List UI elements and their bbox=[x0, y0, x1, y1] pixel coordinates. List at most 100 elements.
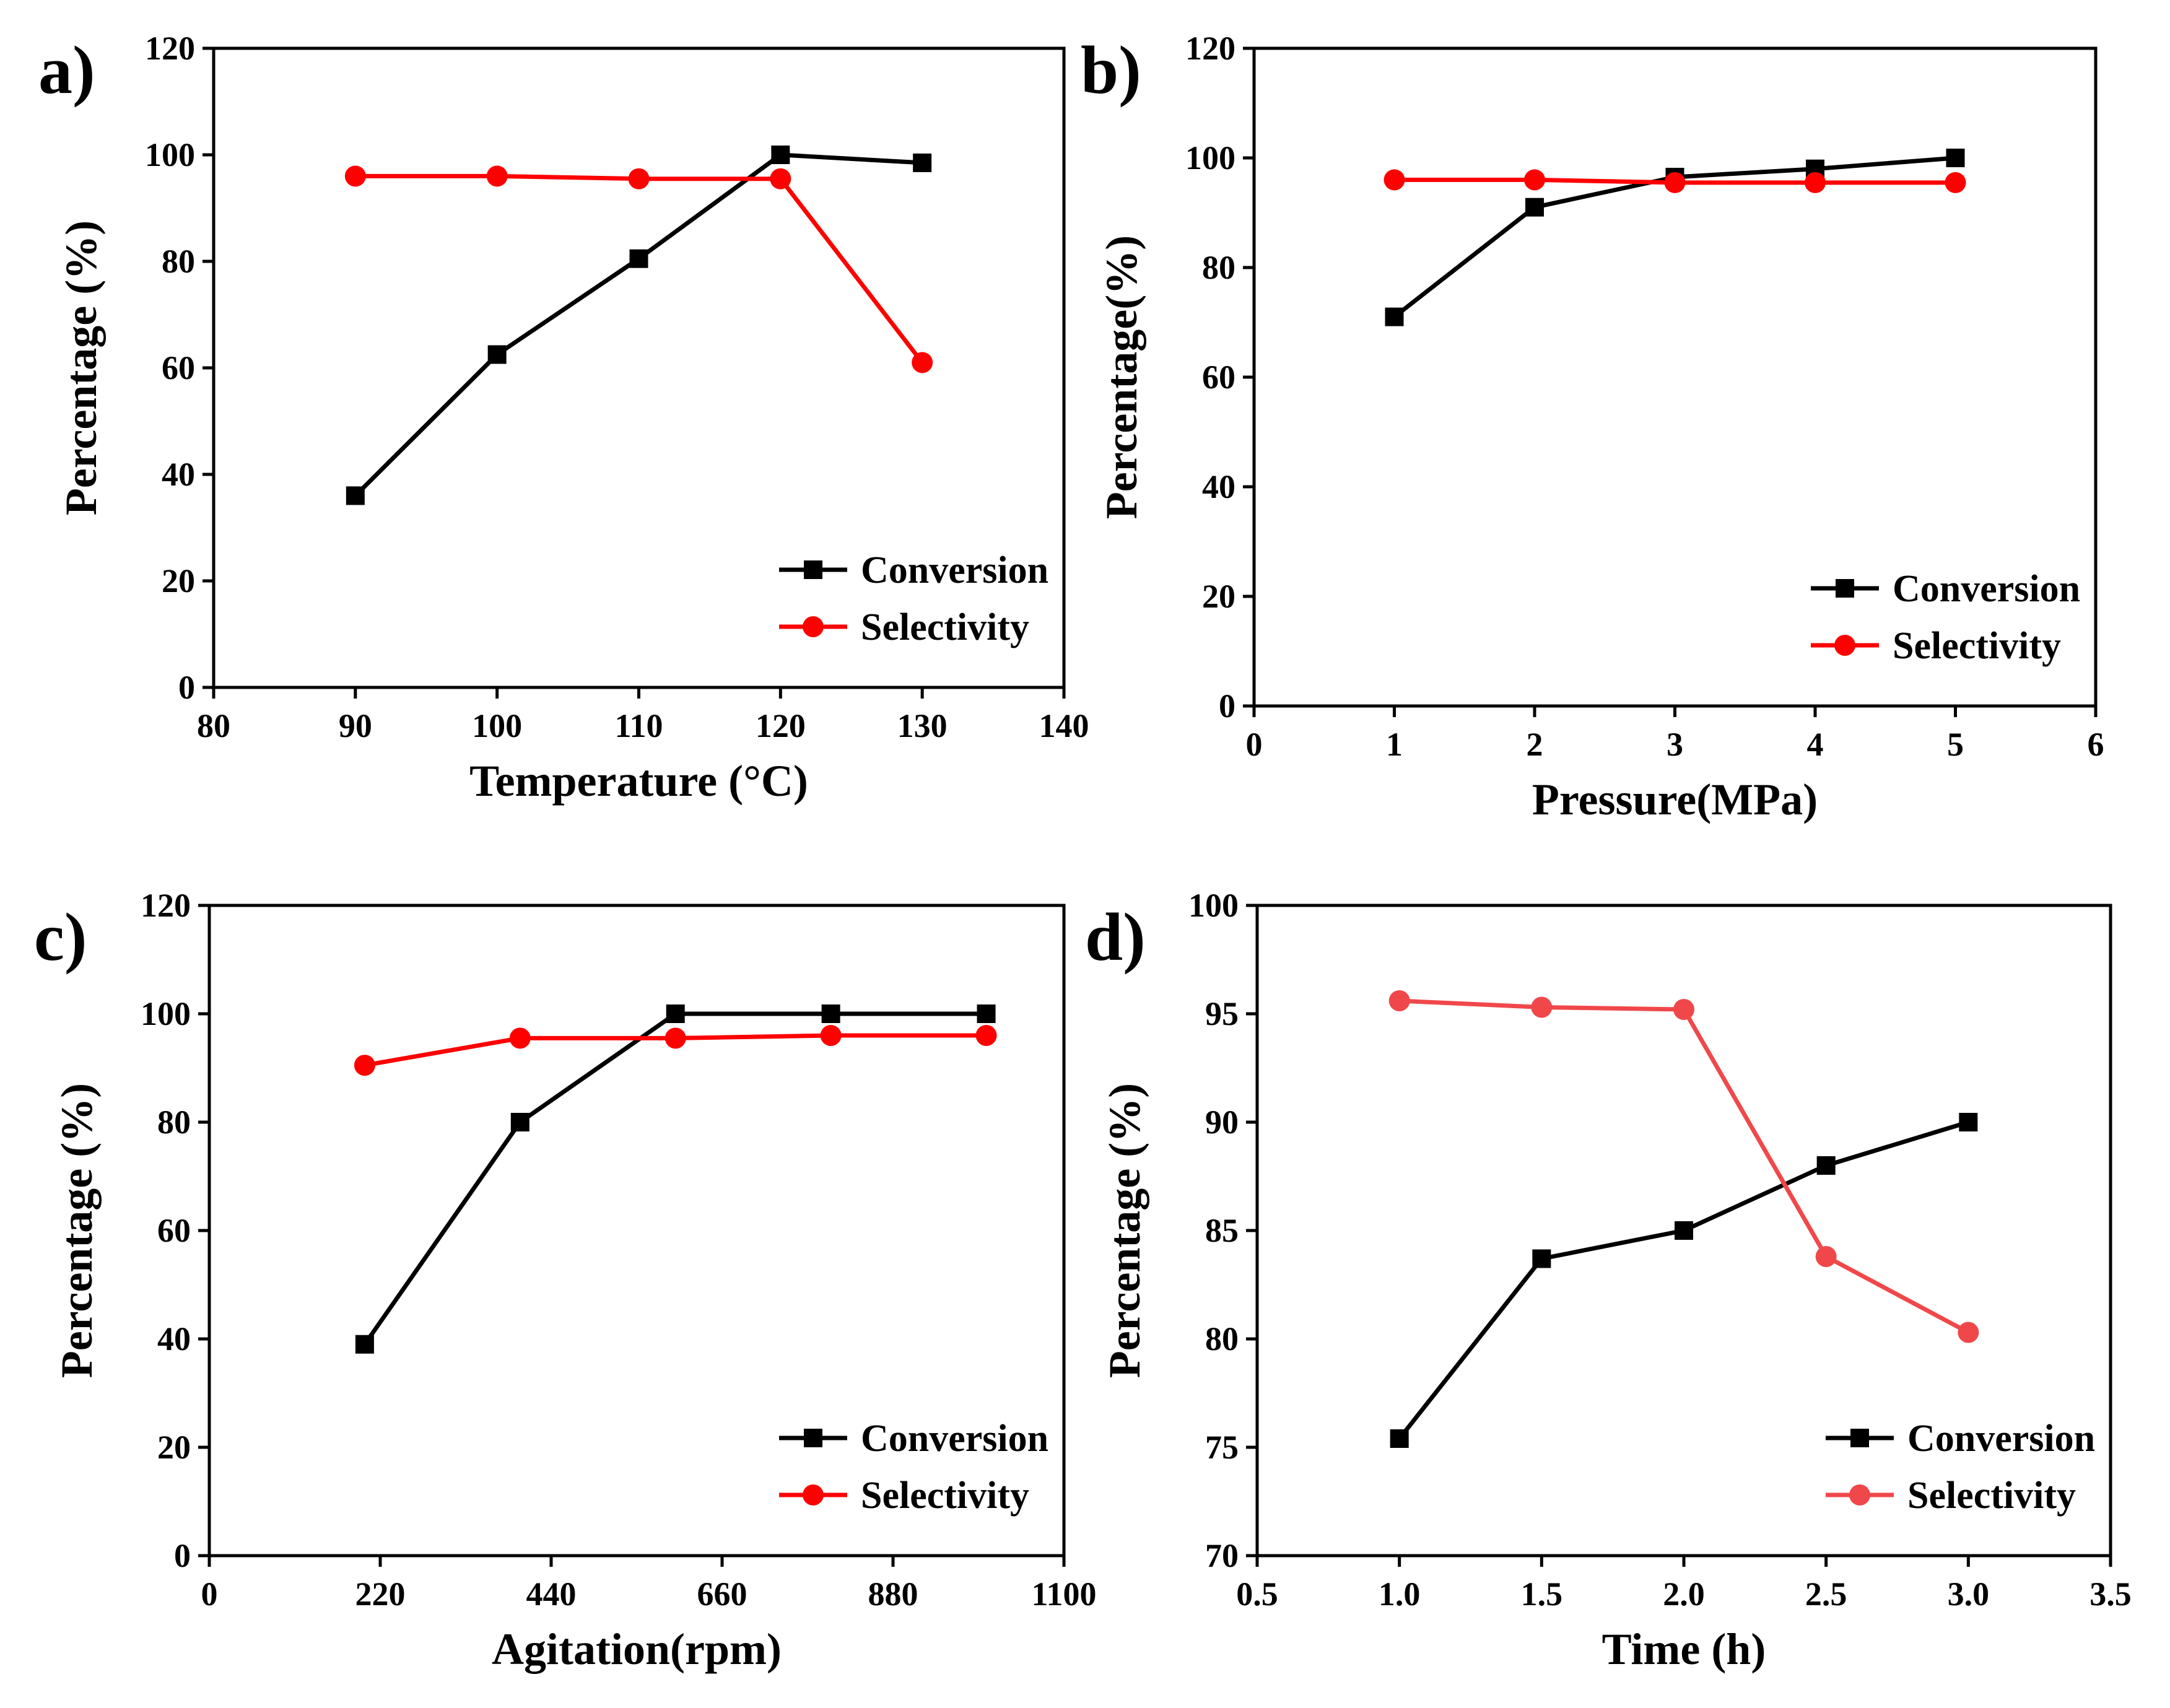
plot-frame bbox=[212, 46, 1066, 689]
legend-label: Selectivity bbox=[861, 1475, 1029, 1517]
x-axis-title: Pressure(MPa) bbox=[1532, 775, 1818, 824]
y-tick-label: 40 bbox=[157, 1320, 191, 1357]
x-tick-label: 880 bbox=[868, 1575, 918, 1613]
selectivity-point bbox=[665, 1027, 686, 1049]
y-tick-label: 0 bbox=[1219, 687, 1235, 725]
legend-marker bbox=[1836, 579, 1854, 598]
chart-panel-c: c) 0 220 440 660 880 1100 0 20 40 60 80 100 120 Agitat… bbox=[34, 887, 1097, 1674]
y-tick-label: 20 bbox=[162, 562, 195, 599]
selectivity-point bbox=[354, 1055, 375, 1076]
selectivity-point bbox=[344, 165, 366, 187]
conversion-point bbox=[355, 1335, 374, 1354]
y-tick-label: 100 bbox=[1188, 887, 1239, 924]
x-tick-label: 1100 bbox=[1031, 1575, 1096, 1613]
series-selectivity: Selectivity bbox=[354, 1025, 1029, 1517]
selectivity-point bbox=[1383, 169, 1405, 191]
y-tick-label: 120 bbox=[141, 887, 191, 924]
conversion-line bbox=[354, 152, 923, 497]
y-axis-title: Percentage (%) bbox=[52, 1083, 102, 1378]
conversion-point bbox=[913, 153, 932, 172]
selectivity-point bbox=[1945, 172, 1966, 193]
series-selectivity: Selectivity bbox=[1388, 990, 2076, 1517]
selectivity-point bbox=[1805, 172, 1826, 193]
y-tick-label: 120 bbox=[1185, 30, 1235, 67]
y-axis-title: Percentage (%) bbox=[1100, 1083, 1149, 1378]
conversion-point bbox=[1532, 1249, 1551, 1268]
x-tick-label: 5 bbox=[1947, 726, 1964, 763]
y-tick-label: 100 bbox=[141, 995, 191, 1032]
legend-marker bbox=[803, 1484, 824, 1505]
conversion-point bbox=[977, 1004, 996, 1023]
y-tick-label: 40 bbox=[1202, 468, 1235, 505]
legend-label: Conversion bbox=[861, 1418, 1048, 1460]
x-tick-label: 120 bbox=[756, 707, 806, 744]
panel-label: b) bbox=[1081, 32, 1141, 108]
chart-panel-a: a) 80 90 100 110 120 130 140 0 20 40 60 80 100 120 Temp… bbox=[38, 30, 1089, 806]
y-tick-label: 20 bbox=[157, 1429, 191, 1466]
conversion-point bbox=[821, 1004, 840, 1023]
y-tick-label: 75 bbox=[1205, 1429, 1239, 1466]
y-tick-label: 40 bbox=[162, 456, 195, 493]
x-tick-label: 0.5 bbox=[1236, 1575, 1278, 1613]
series-conversion: Conversion bbox=[355, 1004, 1048, 1460]
x-tick-label: 1.0 bbox=[1379, 1575, 1421, 1613]
x-tick-label: 0 bbox=[201, 1575, 218, 1613]
legend-marker bbox=[1834, 635, 1855, 656]
y-tick-label: 80 bbox=[157, 1104, 191, 1141]
y-axis-title: Percentage (%) bbox=[56, 220, 106, 515]
selectivity-point bbox=[1388, 990, 1410, 1011]
selectivity-line bbox=[1399, 998, 1969, 1335]
selectivity-point bbox=[1815, 1246, 1837, 1267]
x-tick-label: 660 bbox=[697, 1575, 747, 1613]
x-tick-label: 1 bbox=[1386, 726, 1403, 763]
conversion-point bbox=[1390, 1429, 1409, 1448]
y-tick-label: 85 bbox=[1205, 1212, 1239, 1249]
selectivity-point bbox=[770, 168, 791, 190]
selectivity-point bbox=[486, 165, 508, 187]
x-tick-label: 1.5 bbox=[1521, 1575, 1563, 1613]
legend-label: Selectivity bbox=[1893, 625, 2061, 667]
conversion-line bbox=[1397, 1120, 1969, 1440]
y-tick-label: 95 bbox=[1205, 995, 1239, 1032]
x-tick-label: 3.5 bbox=[2089, 1575, 2132, 1613]
x-tick-label: 110 bbox=[614, 707, 663, 744]
series-conversion: Conversion bbox=[346, 146, 1048, 591]
y-tick-label: 0 bbox=[174, 1537, 191, 1574]
conversion-point bbox=[1816, 1156, 1836, 1175]
selectivity-line bbox=[355, 173, 924, 364]
y-tick-label: 80 bbox=[162, 243, 195, 280]
series-selectivity: Selectivity bbox=[1383, 169, 2061, 667]
x-tick-label: 6 bbox=[2088, 726, 2104, 763]
selectivity-point bbox=[1664, 172, 1686, 193]
selectivity-point bbox=[628, 168, 650, 190]
conversion-point bbox=[771, 146, 790, 164]
conversion-point bbox=[1385, 307, 1404, 326]
x-tick-label: 440 bbox=[526, 1575, 577, 1613]
conversion-point bbox=[1946, 149, 1965, 167]
selectivity-point bbox=[1524, 169, 1545, 191]
selectivity-point bbox=[975, 1025, 997, 1046]
y-tick-label: 80 bbox=[1205, 1320, 1239, 1357]
y-tick-label: 100 bbox=[1185, 139, 1235, 176]
chart-panel-d: d) 0.5 1.0 1.5 2.0 2.5 3.0 3.5 70 75 80 85 90 95 100 Ti… bbox=[1085, 887, 2132, 1674]
series-conversion: Conversion bbox=[1385, 149, 2080, 610]
x-tick-label: 130 bbox=[897, 707, 948, 744]
x-axis-title: Time (h) bbox=[1602, 1624, 1766, 1674]
panel-label: c) bbox=[34, 899, 87, 975]
x-tick-label: 100 bbox=[472, 707, 522, 744]
legend-label: Selectivity bbox=[861, 606, 1029, 648]
selectivity-point bbox=[1958, 1322, 1979, 1343]
selectivity-point bbox=[1531, 996, 1553, 1018]
y-tick-label: 70 bbox=[1205, 1537, 1239, 1574]
x-tick-label: 80 bbox=[197, 707, 230, 744]
chart-panel-b: b)0 1 2 3 4 5 6020406080100120Pressure(MPa)Per… bbox=[1081, 30, 2104, 824]
conversion-point bbox=[666, 1004, 685, 1023]
y-tick-label: 60 bbox=[157, 1212, 191, 1249]
legend-label: Selectivity bbox=[1907, 1475, 2076, 1517]
legend-label: Conversion bbox=[861, 549, 1048, 591]
x-tick-label: 2.5 bbox=[1805, 1575, 1847, 1613]
legend-marker bbox=[1849, 1484, 1870, 1505]
x-axis-title: Agitation(rpm) bbox=[492, 1624, 782, 1674]
y-tick-label: 60 bbox=[162, 349, 195, 386]
